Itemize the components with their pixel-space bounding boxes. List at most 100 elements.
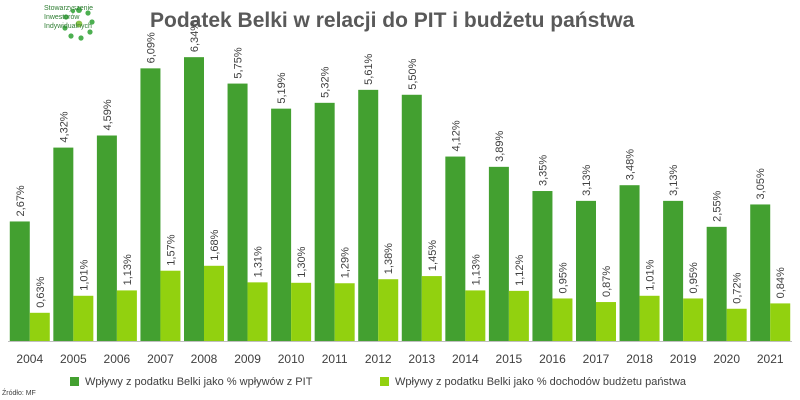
- data-label: 4,59%: [102, 99, 114, 130]
- x-tick-label: 2007: [147, 352, 174, 366]
- bar-pit: [750, 204, 771, 341]
- logo-line: Indywidualnych: [44, 23, 92, 30]
- bar-pit: [53, 147, 74, 341]
- data-label: 1,68%: [209, 229, 221, 260]
- legend-swatch-budget: [380, 377, 389, 386]
- x-tick-label: 2013: [408, 352, 435, 366]
- x-tick-label: 2009: [234, 352, 261, 366]
- data-label: 3,89%: [494, 130, 506, 161]
- x-tick-label: 2021: [757, 352, 784, 366]
- bar-pit: [706, 226, 727, 341]
- data-label: 5,32%: [320, 66, 332, 97]
- logo-line: Inwestorów: [44, 14, 80, 21]
- bar-pit: [445, 156, 466, 341]
- x-tick-label: 2018: [626, 352, 653, 366]
- legend-item-budget: Wpływy z podatku Belki jako % dochodów b…: [380, 376, 686, 388]
- data-label: 1,57%: [165, 234, 177, 265]
- data-label: 2,55%: [712, 190, 724, 221]
- data-label: 1,38%: [383, 243, 395, 274]
- data-label: 0,95%: [557, 262, 569, 293]
- x-tick-label: 2015: [496, 352, 523, 366]
- data-label: 4,12%: [450, 120, 462, 151]
- x-tick-label: 2011: [322, 352, 348, 366]
- x-tick-label: 2010: [278, 352, 305, 366]
- chart-title: Podatek Belki w relacji do PIT i budżetu…: [150, 9, 635, 32]
- x-tick-label: 2012: [365, 352, 392, 366]
- bar-budget: [596, 302, 616, 341]
- bar-pit: [271, 108, 292, 341]
- x-tick-label: 2004: [16, 352, 43, 366]
- data-label: 3,05%: [755, 168, 767, 199]
- bar-budget: [508, 290, 529, 341]
- bar-budget: [770, 303, 791, 341]
- bar-pit: [227, 83, 248, 342]
- data-label: 4,32%: [58, 111, 70, 142]
- data-label: 3,13%: [581, 164, 593, 195]
- legend-label-pit: Wpływy z podatku Belki jako % wpływów z …: [85, 376, 313, 388]
- bar-pit: [532, 191, 553, 341]
- data-label: 1,29%: [340, 247, 352, 278]
- bar-pit: [140, 68, 161, 342]
- data-label: 1,45%: [427, 240, 439, 271]
- bar-pit: [9, 221, 30, 341]
- data-label: 2,67%: [15, 185, 27, 216]
- x-tick-label: 2005: [60, 352, 87, 366]
- data-label: 0,84%: [775, 267, 787, 298]
- x-tick-label: 2019: [670, 352, 697, 366]
- bar-pit: [358, 89, 379, 342]
- data-label: 5,75%: [233, 47, 245, 78]
- data-label: 5,61%: [363, 53, 375, 84]
- bar-budget: [291, 282, 312, 341]
- data-label: 1,31%: [253, 246, 265, 277]
- data-label: 5,50%: [407, 58, 419, 89]
- bar-pit: [488, 166, 509, 341]
- legend-label-budget: Wpływy z podatku Belki jako % dochodów b…: [395, 376, 687, 388]
- bar-budget: [421, 276, 442, 341]
- x-tick-label: 2006: [104, 352, 131, 366]
- bar-budget: [116, 290, 137, 341]
- logo-line: Stowarzyszenie: [44, 5, 94, 12]
- bar-pit: [401, 94, 422, 342]
- x-tick-label: 2020: [713, 352, 740, 366]
- x-tick-label: 2008: [191, 352, 218, 366]
- data-label: 0,87%: [601, 266, 613, 297]
- logo-text: Stowarzyszenie Inwestorów Indywidualnych: [44, 4, 93, 31]
- data-label: 1,01%: [78, 259, 90, 290]
- data-label: 1,12%: [514, 254, 526, 285]
- bar-budget: [160, 270, 181, 341]
- data-label: 1,13%: [470, 254, 482, 285]
- bar-budget: [465, 290, 486, 341]
- data-label: 3,48%: [625, 149, 637, 180]
- data-label: 1,30%: [296, 246, 308, 277]
- bar-pit: [663, 200, 684, 341]
- bar-pit: [619, 185, 640, 341]
- bar-budget: [639, 295, 660, 341]
- bar-pit: [184, 57, 204, 341]
- logo-icon: [62, 7, 95, 41]
- bar-pit: [576, 200, 596, 341]
- bar-budget: [204, 265, 224, 341]
- data-label: 0,72%: [732, 272, 744, 303]
- legend-item-pit: Wpływy z podatku Belki jako % wpływów z …: [70, 376, 312, 388]
- source-note: Źródło: MF: [2, 390, 36, 397]
- data-label: 3,13%: [668, 164, 680, 195]
- x-tick-label: 2017: [583, 352, 610, 366]
- bar-budget: [378, 279, 399, 341]
- data-label: 6,34%: [189, 21, 201, 52]
- bar-budget: [247, 282, 268, 341]
- bar-budget: [683, 298, 704, 341]
- data-label: 1,13%: [122, 254, 134, 285]
- data-label: 0,63%: [35, 276, 47, 307]
- bar-budget: [334, 283, 355, 341]
- data-label: 3,35%: [537, 155, 549, 186]
- bar-budget: [726, 308, 747, 341]
- legend-swatch-pit: [70, 377, 79, 386]
- bar-chart: 2,67% 0,63% 2004 4,32% 1,01% 2005 4,59% 1,13% 20…: [8, 21, 792, 366]
- data-label: 6,09%: [145, 32, 157, 63]
- bar-pit: [314, 102, 335, 341]
- bar-budget: [29, 312, 50, 341]
- bar-budget: [552, 298, 573, 341]
- x-tick-label: 2014: [452, 352, 479, 366]
- bar-budget: [73, 295, 94, 341]
- data-label: 1,01%: [645, 259, 657, 290]
